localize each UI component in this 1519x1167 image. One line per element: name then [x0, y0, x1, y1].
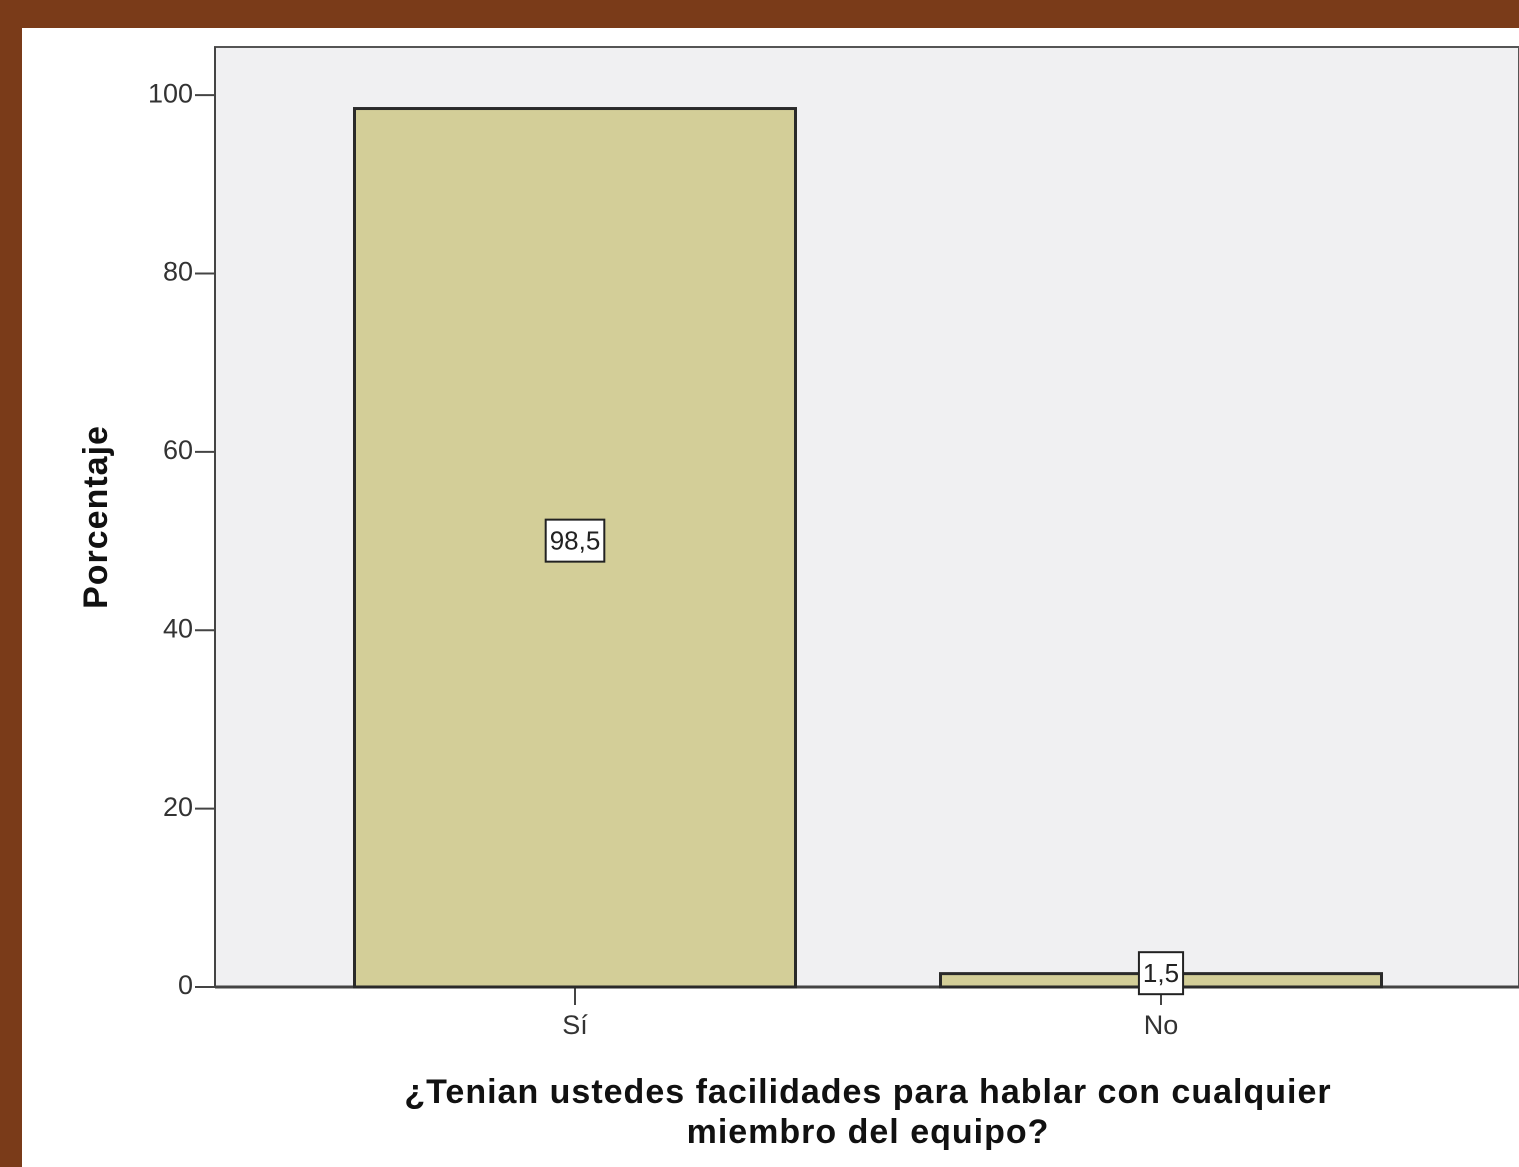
x-axis-title: ¿Tenian ustedes facilidades para hablar …: [404, 1073, 1331, 1111]
value-label: 1,5: [1143, 958, 1179, 988]
x-axis-title: miembro del equipo?: [687, 1113, 1050, 1151]
y-tick-label: 80: [163, 257, 193, 287]
y-tick-label: 100: [148, 78, 193, 108]
y-tick-label: 60: [163, 435, 193, 465]
y-tick-label: 40: [163, 613, 193, 643]
value-label: 98,5: [550, 526, 601, 556]
x-tick-label: Sí: [562, 1010, 588, 1040]
y-axis-title: Porcentaje: [77, 425, 115, 609]
value-label-box: [544, 518, 606, 563]
x-tick-label: No: [1144, 1010, 1179, 1040]
value-label-box: [1137, 951, 1185, 996]
y-tick-label: 20: [163, 792, 193, 822]
y-tick-label: 0: [178, 970, 193, 1000]
